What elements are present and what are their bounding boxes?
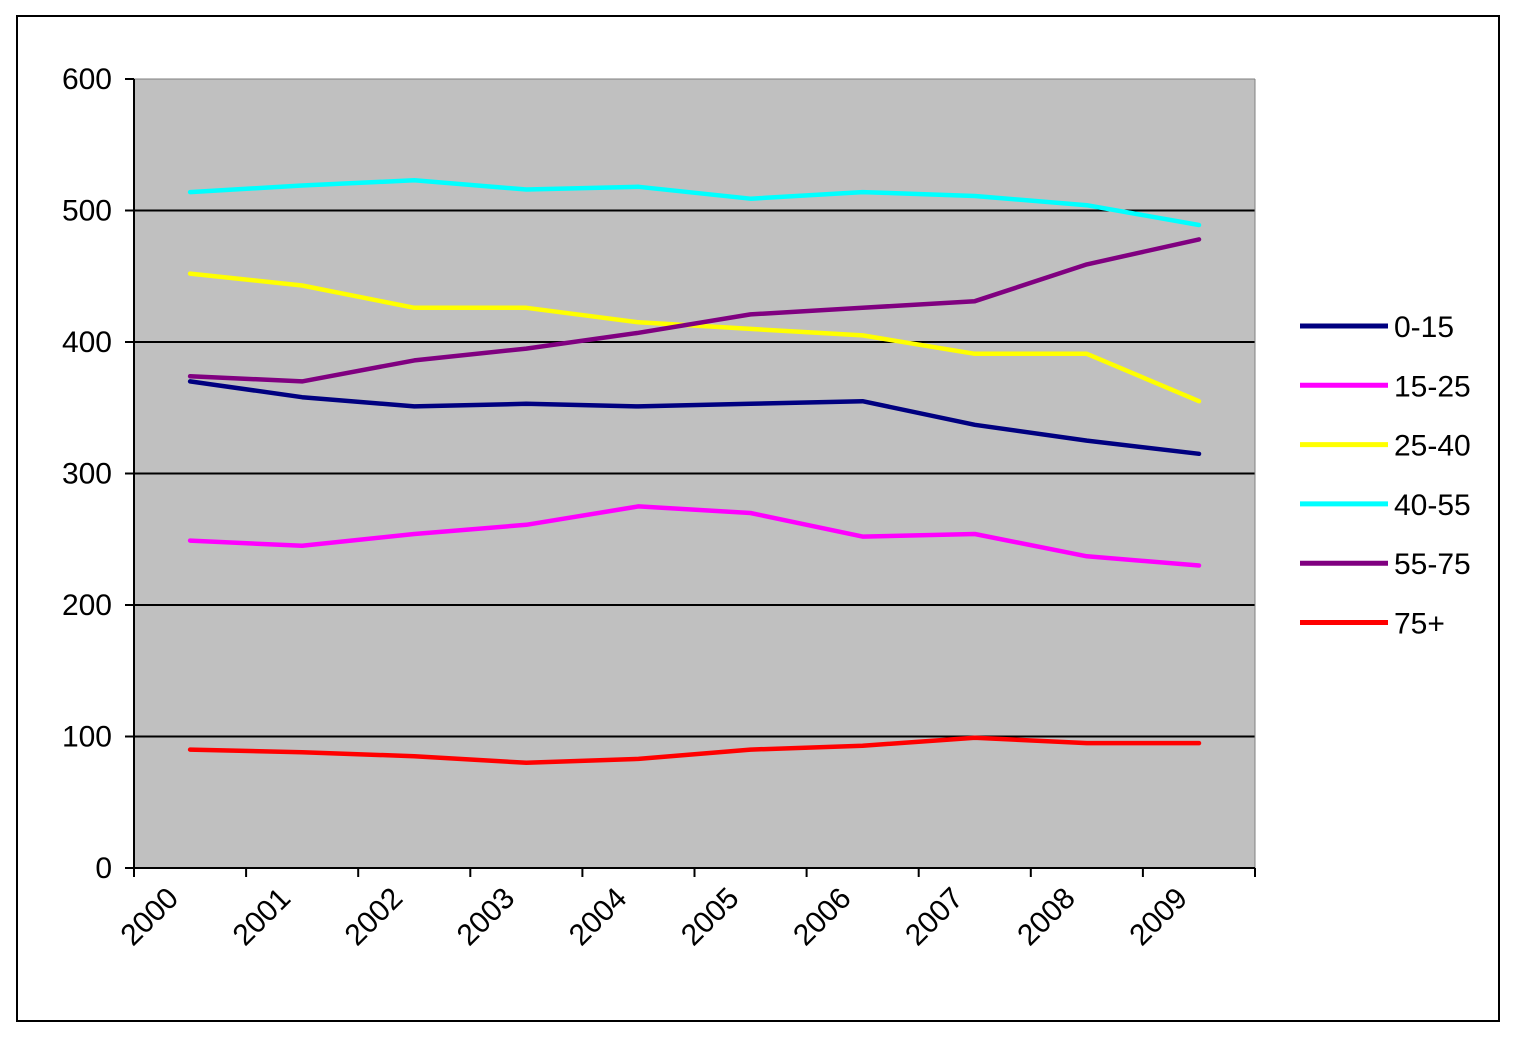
x-tick-label: 2003 [451,882,522,953]
legend-label: 15-25 [1394,370,1471,403]
series-line-5 [187,735,1202,766]
y-tick-label: 0 [95,852,112,885]
x-tick-label: 2001 [227,882,298,953]
x-tick-label: 2009 [1123,882,1194,953]
x-tick-label: 2004 [563,882,634,953]
y-tick-label: 500 [62,195,112,228]
x-tick-label: 2008 [1011,882,1082,953]
series-line-0 [187,379,1202,457]
series-lines [187,178,1202,766]
y-tick-label: 100 [62,721,112,754]
gridlines [134,78,1256,868]
series-line-1 [187,504,1202,568]
series-line-3 [187,178,1202,228]
legend: 0-15 15-25 25-40 40-55 55-75 75+ [1300,311,1471,641]
y-tick-label: 300 [62,458,112,491]
x-tick-label: 2005 [675,882,746,953]
legend-label: 40-55 [1394,489,1471,522]
x-tick-label: 2002 [339,882,410,953]
y-tick-label: 200 [62,589,112,622]
legend-label: 55-75 [1394,548,1471,581]
legend-label: 0-15 [1394,311,1454,344]
y-tick-label: 400 [62,326,112,359]
legend-label: 75+ [1394,608,1445,641]
x-tick-label: 2006 [787,882,858,953]
y-tick-label: 600 [62,63,112,96]
x-tick-label: 2000 [114,882,185,953]
x-tick-label: 2007 [899,882,970,953]
series-line-4 [187,237,1202,384]
legend-label: 25-40 [1394,430,1471,463]
